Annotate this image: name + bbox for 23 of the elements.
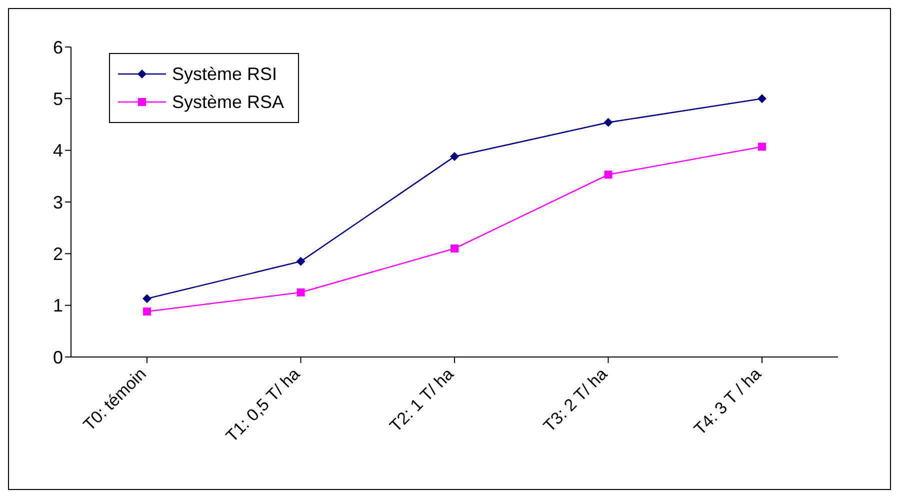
- y-tick-label: 5: [52, 89, 63, 110]
- legend-label: Système RSA: [172, 92, 284, 112]
- x-tick-label: T2: 1 T/ ha: [386, 364, 458, 436]
- point: [142, 294, 152, 304]
- y-tick-label: 3: [52, 192, 63, 212]
- point: [604, 170, 612, 179]
- point: [296, 288, 305, 296]
- x-tick-label: T3: 2 T/ ha: [540, 364, 612, 436]
- y-tick-label: 2: [52, 244, 63, 264]
- y-tick-label: 1: [52, 296, 63, 316]
- point: [296, 256, 306, 266]
- y-tick-label: 4: [52, 140, 63, 161]
- point: [143, 308, 151, 316]
- y-tick-label: 6: [52, 37, 63, 58]
- point: [450, 244, 458, 252]
- point: [758, 94, 766, 104]
- x-tick-label: T1: 0,5 T/ ha: [222, 364, 304, 446]
- point: [450, 152, 459, 162]
- legend-label: Système RSI: [172, 64, 278, 84]
- x-tick-label: T4: 3 T / ha: [690, 364, 766, 439]
- point: [758, 142, 766, 151]
- y-tick-label: 0: [52, 347, 63, 368]
- point: [604, 118, 613, 127]
